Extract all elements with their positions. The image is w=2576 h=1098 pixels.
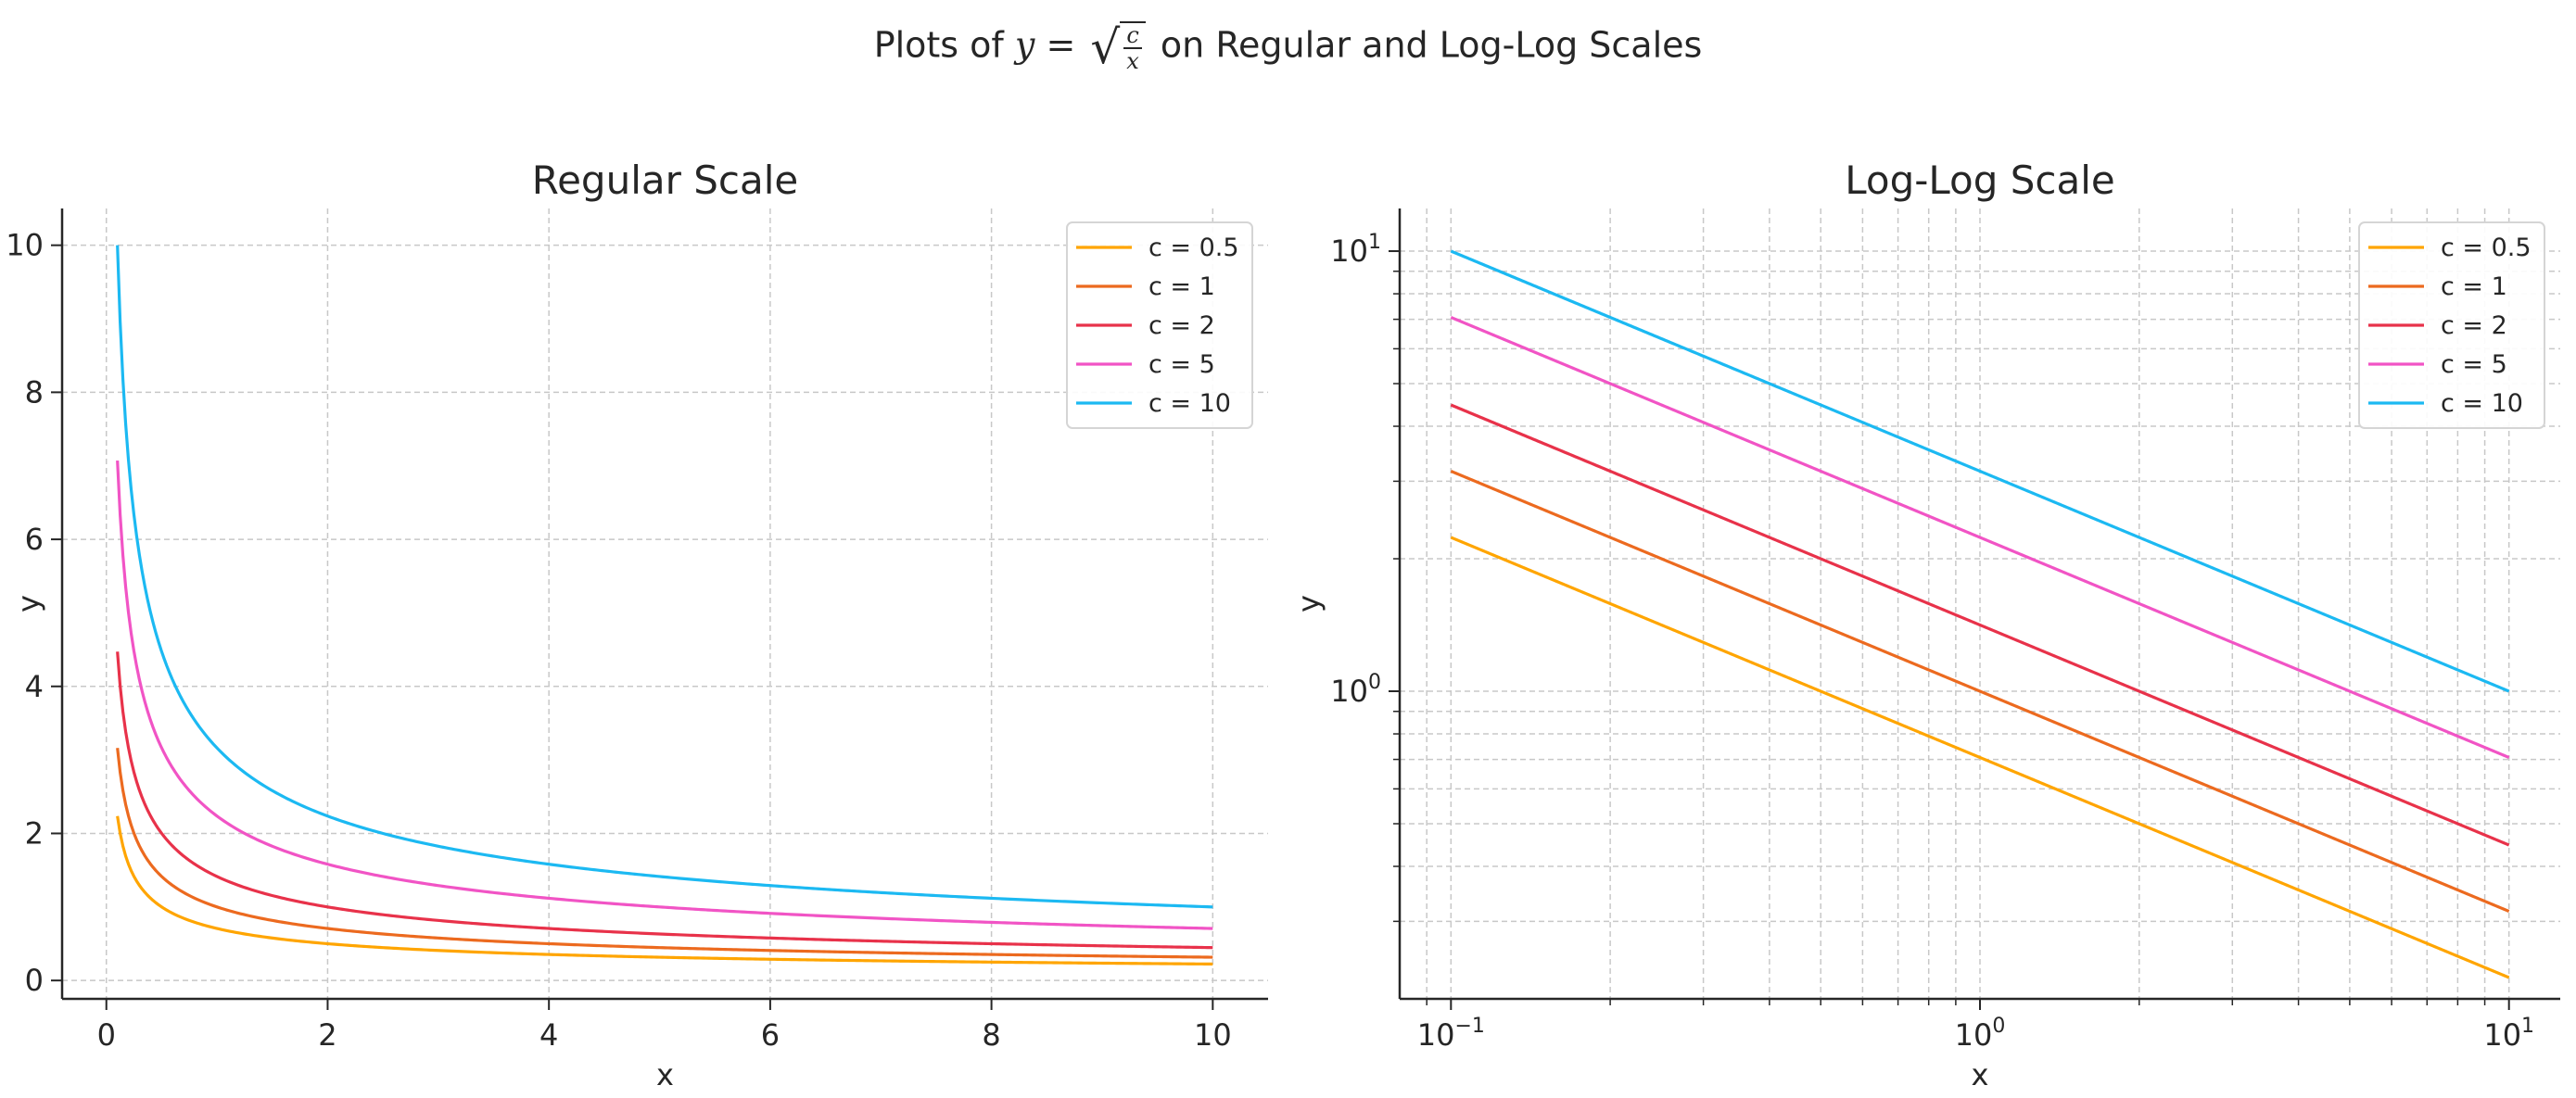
legend: c = 0.5 c = 1 c = 2 c = 5 c = 10 [2358,221,2545,429]
legend-label: c = 1 [1148,272,1215,301]
tick-base: 10 [1417,1017,1455,1053]
suptitle-y: y [1014,24,1035,66]
legend-label: c = 2 [1148,311,1215,340]
tick-exponent: 1 [2521,1015,2534,1038]
y-axis-label: y [1291,595,1326,612]
series-lines [1450,249,2510,979]
series-line-c-5 [116,460,1213,930]
series-line-c-2 [116,651,1213,950]
x-tick-label: 10−1 [1417,1015,1485,1053]
x-tick-label: 2 [318,1017,336,1053]
suptitle-numerator: c [1123,23,1142,49]
suptitle-sqrt: √ c x [1090,20,1146,74]
x-tick-label: 0 [97,1017,116,1053]
legend-label: c = 0.5 [2441,233,2532,262]
series-line-c-1 [116,748,1213,959]
tick-base: 10 [1330,233,1368,269]
figure-suptitle: Plots of y = √ c x on Regular and Log-Log … [0,20,2576,74]
x-axis-label: x [1972,1057,1989,1092]
legend-label: c = 0.5 [1148,233,1239,262]
x-tick-label: 101 [2483,1015,2534,1053]
legend-label: c = 1 [2441,272,2507,301]
tick-exponent: 0 [1992,1015,2005,1038]
legend-label: c = 2 [2441,311,2507,340]
tick-exponent: 1 [1368,231,1381,254]
x-tick-label: 4 [539,1017,558,1053]
legend-label: c = 10 [2441,389,2523,418]
series-line-c-5 [1450,316,2510,759]
series-line-c-2 [1450,403,2510,847]
series-line-c-1 [1450,470,2510,913]
x-tick-label: 100 [1955,1015,2006,1053]
series-line-c-0-5 [1450,536,2510,979]
series-line-c-0-5 [116,815,1213,966]
y-tick-label: 100 [1330,671,1381,709]
y-tick-label: 8 [25,374,44,410]
y-tick-label: 4 [25,669,44,704]
legend-label: c = 5 [2441,350,2507,379]
x-tick-label: 6 [761,1017,780,1053]
panel-title: Log-Log Scale [1845,158,2115,203]
tick-base: 10 [2483,1017,2521,1053]
x-tick-label: 8 [982,1017,1000,1053]
suptitle-equals: = [1046,24,1076,66]
suptitle-suffix: on Regular and Log-Log Scales [1160,24,1703,66]
tick-exponent: 0 [1368,671,1381,694]
legend: c = 0.5 c = 1 c = 2 c = 5 c = 10 [1066,221,1253,429]
series-lines [116,245,1213,966]
y-tick-label: 10 [6,228,44,263]
tick-base: 10 [1955,1017,1993,1053]
suptitle-prefix: Plots of [873,24,1004,66]
x-axis-label: x [656,1057,674,1092]
series-line-c-10 [1450,249,2510,693]
y-axis-label: y [11,595,46,612]
series-line-c-10 [116,245,1213,909]
tick-exponent: −1 [1454,1015,1484,1038]
panel-title: Regular Scale [532,158,798,203]
y-tick-label: 2 [25,815,44,851]
legend-frame [1066,221,1253,429]
y-tick-label: 6 [25,522,44,557]
x-tick-label: 10 [1194,1017,1232,1053]
legend-frame [2358,221,2545,429]
legend-label: c = 10 [1148,389,1231,418]
suptitle-denominator: x [1126,48,1139,74]
y-tick-label: 0 [25,963,44,998]
y-tick-label: 101 [1330,231,1381,269]
legend-label: c = 5 [1148,350,1215,379]
tick-base: 10 [1330,674,1368,709]
